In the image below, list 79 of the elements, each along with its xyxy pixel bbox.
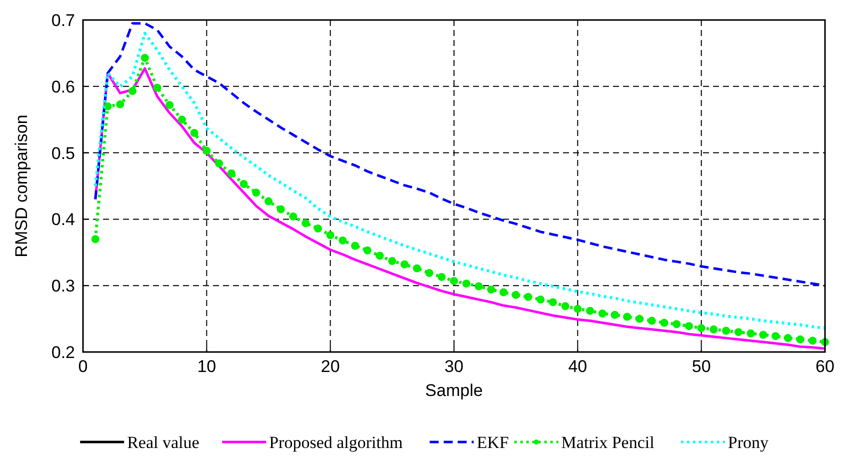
point	[808, 336, 817, 345]
point	[524, 292, 532, 301]
point	[598, 309, 606, 318]
point	[499, 288, 508, 296]
point	[166, 100, 174, 109]
point	[660, 318, 668, 327]
point	[462, 280, 470, 288]
x-tick-label: 40	[568, 357, 588, 376]
x-tick-label: 0	[78, 357, 88, 376]
point	[314, 224, 322, 232]
point	[548, 298, 557, 306]
y-tick-label: 0.5	[51, 144, 75, 163]
point	[376, 252, 384, 260]
point	[116, 100, 124, 108]
point	[425, 268, 434, 277]
point	[91, 235, 100, 244]
point	[202, 146, 211, 155]
point	[264, 197, 272, 206]
legend-label: Prony	[728, 433, 770, 452]
point	[536, 296, 545, 304]
line-series	[94, 22, 826, 287]
y-tick-label: 0.4	[51, 210, 75, 230]
point	[153, 84, 162, 92]
point	[474, 282, 483, 290]
point	[276, 205, 285, 214]
point	[684, 322, 693, 330]
point	[438, 272, 446, 281]
point	[710, 325, 718, 334]
x-tick-label: 20	[320, 357, 340, 376]
y-axis-title: RMSD comparison	[12, 114, 31, 258]
point	[636, 314, 644, 323]
x-tick-label: 10	[197, 357, 216, 376]
point	[190, 128, 198, 137]
point	[450, 276, 458, 285]
point	[240, 180, 248, 188]
x-tick-label: 30	[444, 357, 464, 376]
legend-label: Proposed algorithm	[269, 433, 403, 452]
point	[648, 316, 656, 325]
point	[302, 219, 310, 228]
point	[586, 306, 594, 315]
point	[140, 54, 149, 62]
point	[697, 324, 706, 332]
point	[734, 328, 742, 336]
point	[796, 335, 804, 344]
point	[128, 87, 136, 96]
legend-label: Matrix Pencil	[561, 433, 655, 452]
point	[400, 260, 409, 268]
y-tick-label: 0.2	[51, 343, 75, 362]
x-tick-label: 50	[692, 357, 711, 376]
point	[252, 188, 260, 197]
point	[561, 302, 570, 310]
legend-label: EKF	[476, 433, 509, 452]
point	[574, 304, 582, 313]
point	[784, 334, 792, 342]
legend-label: Real value	[127, 433, 200, 452]
point	[772, 332, 780, 340]
point	[512, 290, 520, 299]
point	[672, 320, 681, 328]
x-axis-title: Sample	[425, 381, 483, 400]
point	[289, 212, 298, 221]
y-tick-label: 0.6	[51, 77, 75, 96]
point	[215, 159, 224, 168]
y-tick-label: 0.3	[51, 276, 75, 296]
point	[388, 257, 396, 266]
point	[759, 330, 768, 339]
point	[746, 329, 755, 338]
y-tick-label: 0.7	[51, 11, 75, 30]
point	[351, 242, 360, 250]
point	[412, 264, 421, 272]
x-tick-label: 60	[816, 357, 834, 376]
point	[722, 326, 730, 335]
point	[623, 312, 632, 321]
point	[338, 236, 347, 244]
point	[487, 286, 496, 294]
point	[178, 116, 186, 124]
point	[363, 246, 372, 254]
point	[326, 231, 334, 240]
point	[610, 310, 619, 319]
point	[227, 169, 236, 178]
